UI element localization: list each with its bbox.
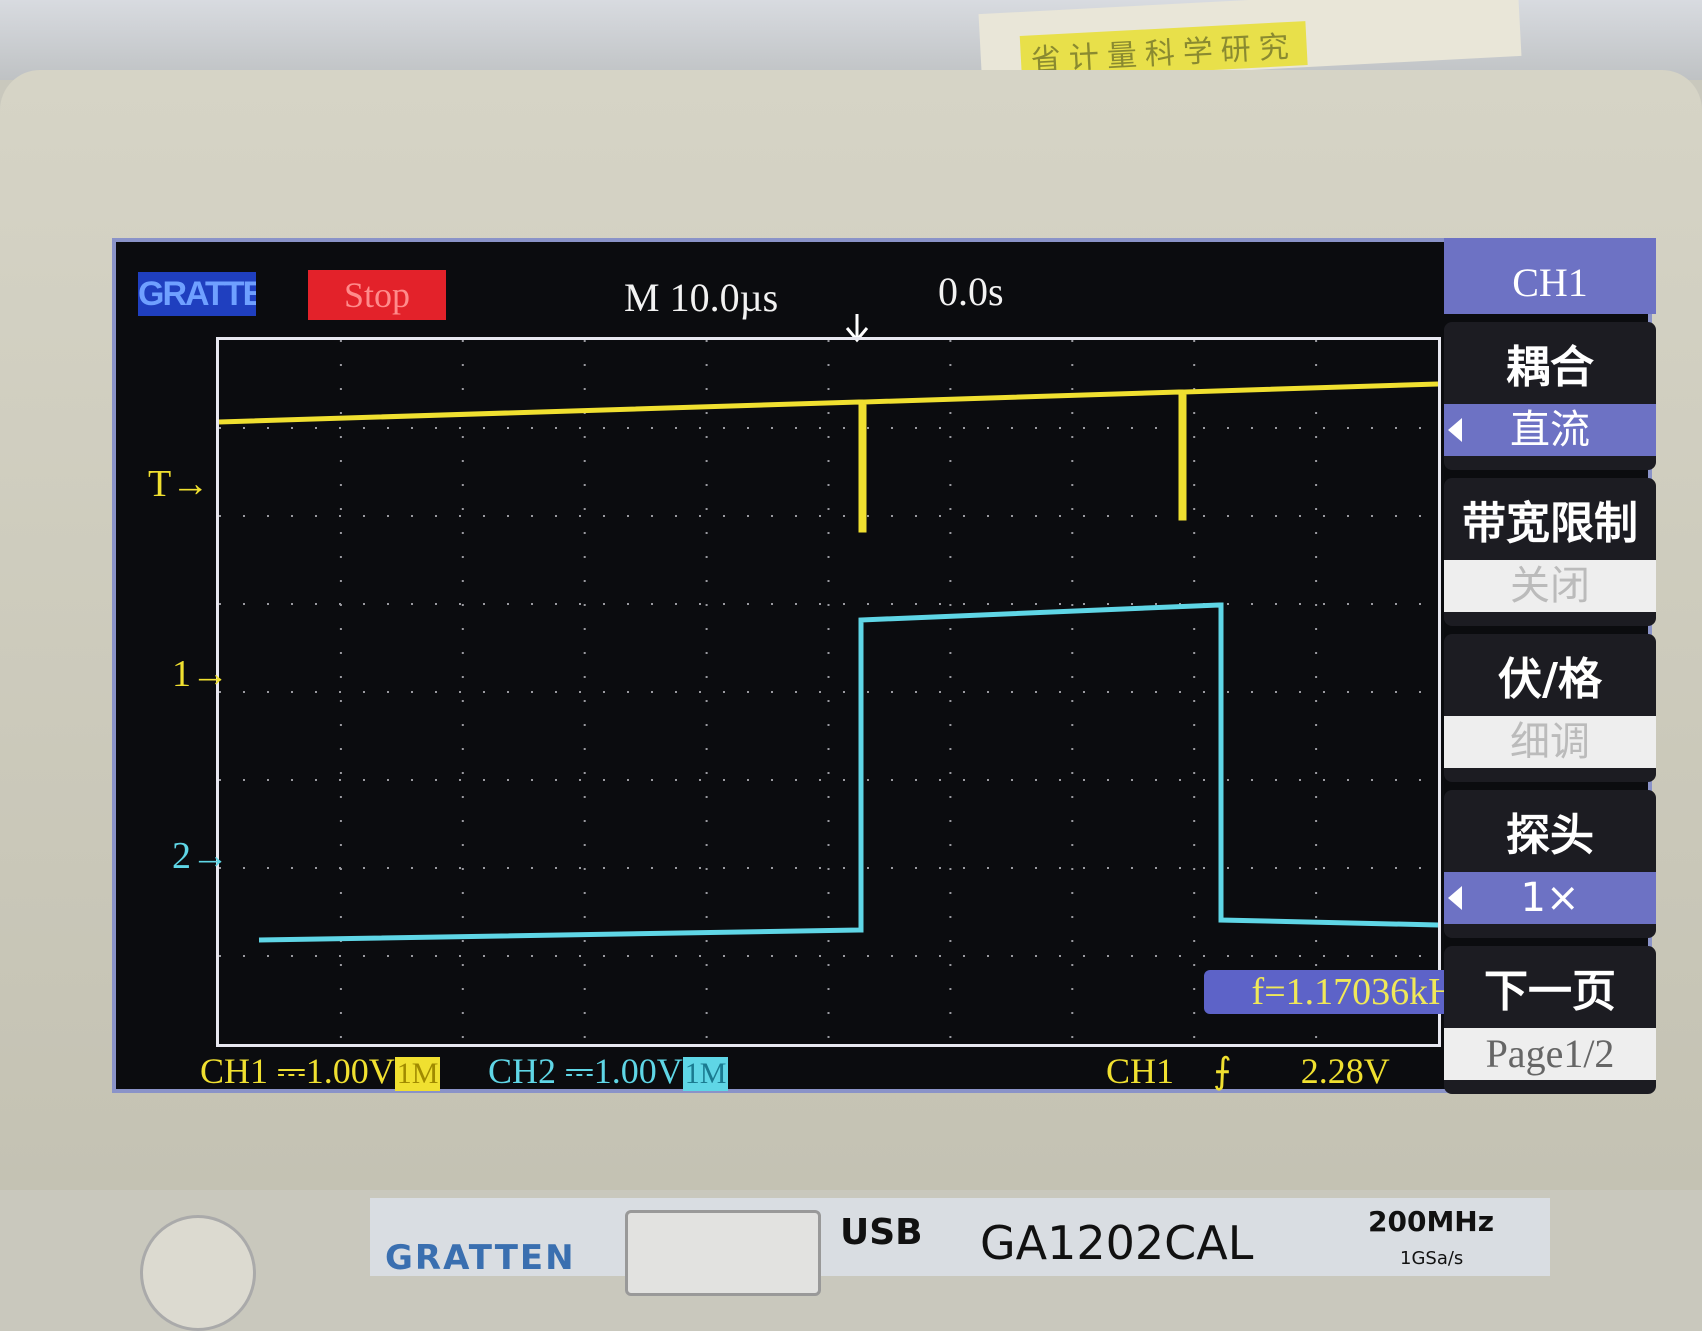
menu-item-label: 伏/格 bbox=[1497, 654, 1603, 705]
waveform-grid: f=1.17036kHz bbox=[216, 337, 1520, 1047]
ch2-waveform bbox=[258, 602, 1438, 943]
ch2-impedance-badge: 1M bbox=[682, 1057, 729, 1091]
bandwidth-label: 200MHz bbox=[1368, 1205, 1495, 1238]
trigger-source: CH1 bbox=[1106, 1051, 1175, 1091]
run-state-badge: Stop bbox=[308, 270, 446, 320]
trigger-level: 2.28V bbox=[1300, 1051, 1390, 1091]
ch2-label: CH2 bbox=[488, 1051, 557, 1091]
menu-item-value: 关闭 bbox=[1444, 560, 1656, 612]
front-panel-brand: GRATTEN bbox=[385, 1238, 576, 1278]
selector-arrow-icon bbox=[1448, 418, 1462, 442]
trigger-level-marker: T→ bbox=[148, 463, 210, 505]
rising-edge-icon: ⨍ bbox=[1213, 1051, 1232, 1091]
usb-port[interactable] bbox=[625, 1210, 821, 1296]
ch1-ground-marker: 1→ bbox=[172, 653, 229, 695]
menu-item-label: 带宽限制 bbox=[1462, 498, 1638, 549]
trigger-marker-label: T bbox=[148, 463, 172, 505]
ch1-status: CH1 ⎓1.00V1M bbox=[200, 1050, 441, 1093]
menu-item-bandwidth-limit[interactable]: 带宽限制 关闭 bbox=[1444, 478, 1656, 626]
timebase-readout: M 10.0µs bbox=[624, 275, 779, 320]
power-knob[interactable] bbox=[140, 1215, 256, 1331]
menu-item-label: 探头 bbox=[1506, 810, 1594, 861]
ch1-marker-label: 1 bbox=[172, 653, 191, 695]
front-panel-label: GRATTEN USB GA1202CAL 200MHz 1GSa/s bbox=[370, 1198, 1550, 1278]
menu-item-probe[interactable]: 探头 1× bbox=[1444, 790, 1656, 938]
sample-rate-label: 1GSa/s bbox=[1400, 1248, 1464, 1269]
usb-label: USB bbox=[840, 1212, 923, 1253]
model-label: GA1202CAL bbox=[980, 1216, 1254, 1270]
ch1-label: CH1 bbox=[200, 1051, 269, 1091]
ch1-impedance-badge: 1M bbox=[394, 1057, 441, 1091]
trigger-position-arrow-icon bbox=[845, 314, 869, 343]
menu-item-label: 下一页 bbox=[1484, 966, 1616, 1017]
trigger-position-readout: 0.0s bbox=[938, 269, 1004, 314]
menu-item-label: 耦合 bbox=[1506, 342, 1594, 393]
menu-item-next-page[interactable]: 下一页 Page1/2 bbox=[1444, 946, 1656, 1094]
ch1-scale: ⎓1.00V bbox=[277, 1051, 395, 1091]
menu-item-coupling[interactable]: 耦合 直流 bbox=[1444, 322, 1656, 470]
ch2-status: CH2 ⎓1.00V1M bbox=[488, 1050, 729, 1093]
trigger-status: CH1 ⨍ 2.28V bbox=[1106, 1050, 1390, 1092]
ch1-menu: CH1 耦合 直流 带宽限制 关闭 伏/格 细调 探头 1× 下一页 Page1… bbox=[1444, 238, 1656, 1094]
selector-arrow-icon bbox=[1448, 886, 1462, 910]
ch2-ground-marker: 2→ bbox=[172, 835, 229, 877]
menu-item-value: Page1/2 bbox=[1444, 1028, 1656, 1080]
brand-logo: GRATTEN bbox=[138, 272, 256, 316]
ch1-waveform bbox=[219, 381, 1438, 533]
ch2-scale: ⎓1.00V bbox=[565, 1051, 683, 1091]
menu-title: CH1 bbox=[1444, 238, 1656, 314]
menu-item-value: 直流 bbox=[1444, 404, 1656, 456]
menu-item-value: 细调 bbox=[1444, 716, 1656, 768]
waveform-display bbox=[219, 340, 1438, 1044]
menu-item-value: 1× bbox=[1444, 872, 1656, 924]
ch2-marker-label: 2 bbox=[172, 835, 191, 877]
oscilloscope-screen: GRATTEN Stop M 10.0µs 0.0s f=1.17036kHz … bbox=[112, 238, 1656, 1094]
menu-item-volts-div[interactable]: 伏/格 细调 bbox=[1444, 634, 1656, 782]
